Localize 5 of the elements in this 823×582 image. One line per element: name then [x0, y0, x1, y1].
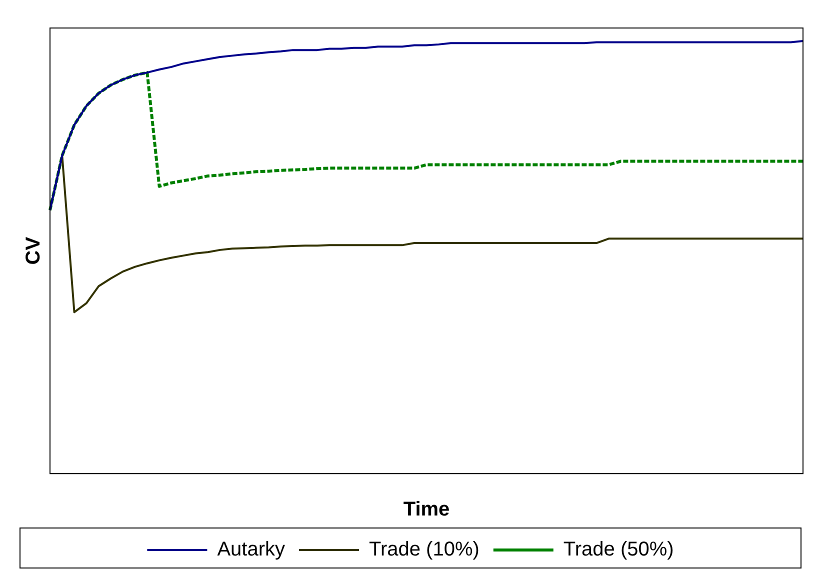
- legend-label: Autarky: [217, 538, 285, 561]
- legend-label: Trade (50%): [563, 538, 674, 561]
- y-axis-title: CV: [22, 236, 45, 265]
- x-axis-title: Time: [403, 498, 450, 521]
- legend-label: Trade (10%): [368, 538, 480, 561]
